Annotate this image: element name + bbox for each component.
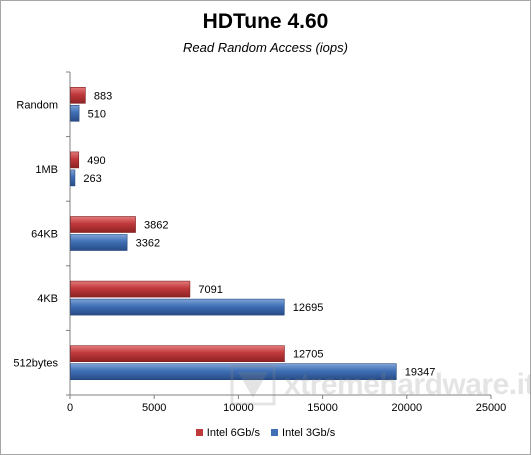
category-label-3: 4KB (37, 293, 58, 305)
labels: 0 5000 10000 15000 20000 25000 Random 883 510 1MB… (13, 90, 506, 414)
data-label-4kb-series-1: 12695 (293, 302, 324, 314)
data-label-64kb-series-1: 3362 (136, 238, 160, 250)
bar-4kb-series-0 (70, 280, 191, 298)
data-label-1mb-series-0: 490 (87, 155, 105, 167)
data-label-512bytes-series-1: 19347 (405, 367, 436, 379)
bar-64kb-series-0 (70, 216, 136, 233)
category-label-0: Random (16, 99, 58, 111)
bar-512bytes-series-1 (70, 363, 397, 381)
legend-label-intel-3gbs: Intel 3Gb/s (282, 427, 336, 439)
chart-subtitle: Read Random Access (iops) (183, 40, 348, 55)
legend-item-intel-6gbs: Intel 6Gb/s (195, 427, 260, 439)
data-label-512bytes-series-0: 12705 (293, 349, 324, 361)
legend-item-intel-3gbs: Intel 3Gb/s (271, 427, 335, 439)
x-tick-label-4: 20000 (392, 402, 423, 414)
category-label-1: 1MB (35, 164, 58, 176)
legend-swatch-intel-3gbs (271, 429, 279, 436)
x-tick-label-5: 25000 (476, 402, 507, 414)
data-label-1mb-series-1: 263 (83, 173, 101, 185)
data-label-64kb-series-0: 3862 (144, 220, 168, 232)
bar-1mb-series-0 (70, 151, 80, 169)
bar-64kb-series-1 (70, 234, 128, 251)
bar-random-series-0 (70, 87, 86, 104)
legend-swatch-intel-6gbs (195, 429, 203, 436)
legend-label-intel-6gbs: Intel 6Gb/s (206, 427, 260, 439)
x-tick-label-0: 0 (67, 402, 73, 414)
chart-title: HDTune 4.60 (202, 10, 329, 33)
bar-4kb-series-1 (70, 298, 285, 316)
x-tick-label-1: 5000 (142, 402, 166, 414)
data-label-random-series-0: 883 (94, 90, 112, 102)
x-tick-label-3: 15000 (307, 402, 338, 414)
axes (66, 71, 492, 399)
plot-area: 0 5000 10000 15000 20000 25000 Random 883 510 1MB… (13, 71, 506, 414)
bars (70, 87, 397, 381)
bar-random-series-1 (70, 105, 80, 122)
category-label-4: 512bytes (13, 358, 58, 370)
legend: Intel 6Gb/s Intel 3Gb/s (0, 427, 531, 439)
x-tick-label-2: 10000 (223, 402, 254, 414)
data-label-random-series-1: 510 (88, 108, 106, 120)
bar-1mb-series-1 (70, 169, 76, 187)
bar-512bytes-series-0 (70, 345, 285, 363)
category-label-2: 64KB (31, 229, 58, 241)
data-label-4kb-series-0: 7091 (198, 284, 222, 296)
